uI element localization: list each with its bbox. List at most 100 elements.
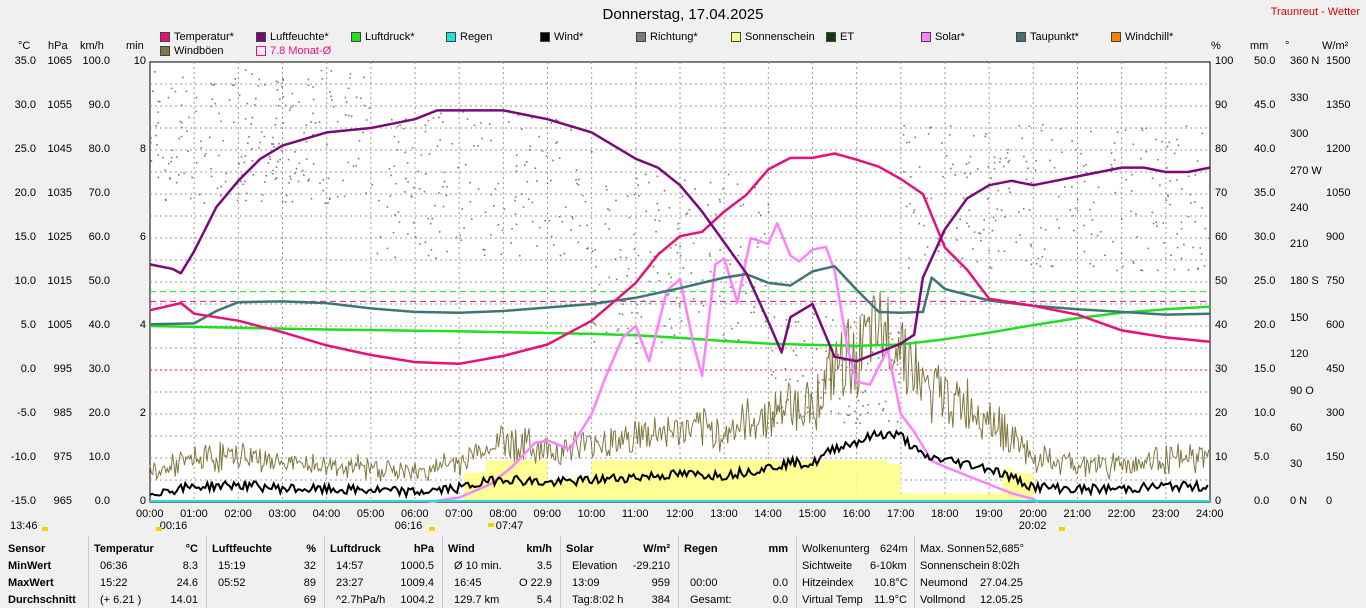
direction-dot <box>898 373 901 375</box>
legend-item[interactable]: Windchill* <box>1111 31 1173 43</box>
direction-dot <box>987 249 990 252</box>
direction-dot <box>965 163 968 165</box>
direction-dot <box>170 156 173 159</box>
legend-item[interactable]: Temperatur* <box>160 31 234 43</box>
direction-dot <box>837 353 840 356</box>
direction-dot <box>237 193 240 195</box>
direction-dot <box>330 95 332 98</box>
direction-dot <box>729 263 731 265</box>
direction-dot <box>1039 265 1042 268</box>
legend-item[interactable]: Taupunkt* <box>1016 31 1079 43</box>
direction-dot <box>291 92 294 95</box>
direction-dot <box>200 140 202 143</box>
tick-celsius: 30.0 <box>14 99 36 111</box>
direction-dot <box>195 161 198 164</box>
direction-dot <box>358 139 361 142</box>
legend-item[interactable]: Regen <box>446 31 492 43</box>
direction-dot <box>388 167 391 170</box>
direction-dot <box>1113 159 1116 161</box>
direction-dot <box>930 126 933 129</box>
direction-dot <box>550 179 552 182</box>
direction-dot <box>164 198 167 201</box>
tick-celsius: -5.0 <box>17 407 36 419</box>
legend-item[interactable]: Luftfeuchte* <box>256 31 329 43</box>
direction-dot <box>763 233 766 235</box>
direction-dot <box>303 174 305 176</box>
legend-item[interactable]: 7.8 Monat-Ø <box>256 45 331 57</box>
direction-dot <box>425 173 427 175</box>
direction-dot <box>260 200 263 203</box>
direction-dot <box>203 202 206 204</box>
weather-chart <box>149 61 1211 504</box>
direction-dot <box>764 284 767 287</box>
direction-dot <box>1044 228 1047 231</box>
direction-dot <box>1112 240 1114 243</box>
direction-dot <box>394 256 397 259</box>
direction-dot <box>963 172 966 175</box>
direction-dot <box>158 100 161 103</box>
direction-dot <box>1028 209 1031 211</box>
direction-dot <box>587 247 589 249</box>
direction-dot <box>802 375 804 377</box>
direction-dot <box>754 186 756 189</box>
direction-dot <box>955 227 958 230</box>
direction-dot <box>214 102 216 105</box>
direction-dot <box>605 188 608 191</box>
legend-item[interactable]: ET <box>826 31 854 43</box>
direction-dot <box>972 248 974 250</box>
direction-dot <box>251 148 253 150</box>
direction-dot <box>1166 167 1168 169</box>
direction-dot <box>164 169 166 172</box>
direction-dot <box>1204 227 1207 230</box>
legend-item[interactable]: Luftdruck* <box>351 31 415 43</box>
direction-dot <box>407 233 409 235</box>
brand-label[interactable]: Traunreut - Wetter <box>1270 6 1360 18</box>
direction-dot <box>772 370 775 373</box>
direction-dot <box>419 243 421 245</box>
direction-dot <box>564 206 567 209</box>
direction-dot <box>1130 210 1132 213</box>
legend-item[interactable]: Richtung* <box>636 31 698 43</box>
direction-dot <box>211 98 214 100</box>
direction-dot <box>986 198 989 200</box>
direction-dot <box>577 241 580 244</box>
direction-dot <box>952 259 955 262</box>
legend-item[interactable]: Solar* <box>921 31 965 43</box>
direction-dot <box>349 73 352 75</box>
direction-dot <box>648 181 650 184</box>
legend-label: Sonnenschein <box>745 31 815 43</box>
direction-dot <box>332 105 335 108</box>
legend-item[interactable]: Windböen <box>160 45 224 57</box>
legend-item[interactable]: Sonnenschein <box>731 31 815 43</box>
direction-dot <box>927 133 930 135</box>
direction-dot <box>867 412 869 414</box>
direction-dot <box>1096 234 1099 237</box>
tick-kmh: 90.0 <box>88 99 110 111</box>
direction-dot <box>272 169 275 172</box>
tick-percent: 0 <box>1215 495 1222 507</box>
stat-solar-value: 384 <box>651 594 670 606</box>
direction-dot <box>1076 198 1079 201</box>
direction-dot <box>516 154 518 156</box>
direction-dot <box>966 222 968 225</box>
direction-dot <box>1120 252 1123 255</box>
direction-dot <box>438 231 441 233</box>
direction-dot <box>942 175 944 178</box>
tick-percent: 80 <box>1215 143 1228 155</box>
direction-dot <box>593 341 596 343</box>
direction-dot <box>1170 254 1172 256</box>
direction-dot <box>257 85 259 87</box>
stat-temperature-label: 15:22 <box>100 577 128 589</box>
direction-dot <box>767 211 770 213</box>
direction-dot <box>993 161 996 164</box>
direction-dot <box>412 186 415 189</box>
direction-dot <box>591 250 594 253</box>
direction-dot <box>1197 267 1199 270</box>
direction-dot <box>729 286 732 289</box>
stat-humidity-value: 89 <box>303 577 316 589</box>
legend-item[interactable]: Wind* <box>540 31 583 43</box>
direction-dot <box>1034 169 1037 171</box>
tick-degree: 330 <box>1290 91 1309 104</box>
direction-dot <box>531 201 534 204</box>
stat-fullmoon-value: 12.05.25 <box>980 594 1023 606</box>
